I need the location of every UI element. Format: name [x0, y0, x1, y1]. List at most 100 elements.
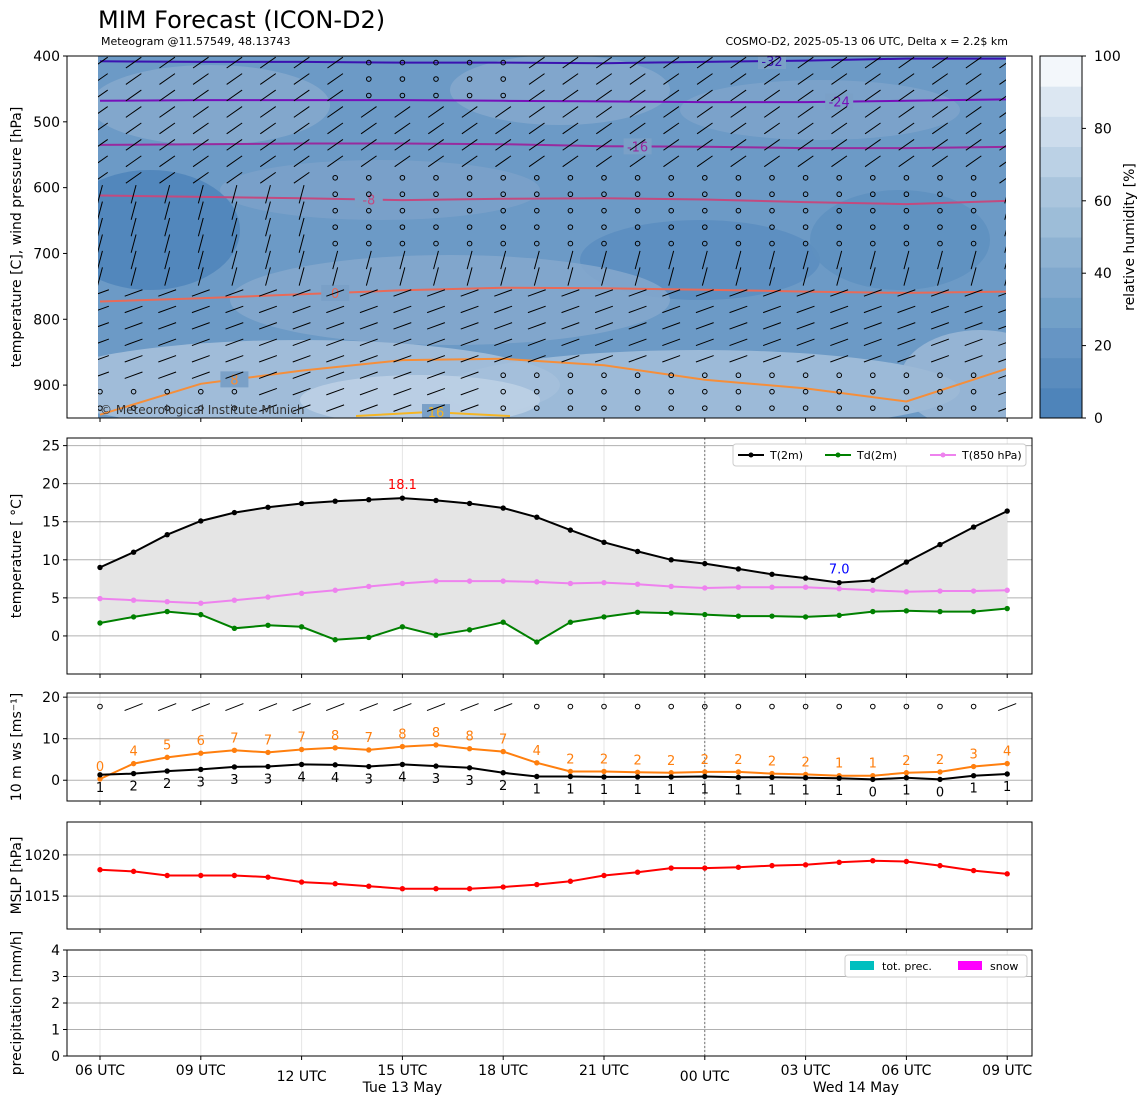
y-axis-label: temperature [C], wind pressure [hPa]	[9, 107, 25, 368]
y-tick-label: 1	[51, 1023, 60, 1039]
wind-barb	[897, 338, 916, 347]
wind-barb	[159, 73, 176, 85]
wind-barb	[527, 338, 546, 347]
wind-calm-marker	[836, 405, 843, 411]
t-2m--point	[265, 504, 271, 510]
wind-barb	[494, 289, 513, 297]
legend-swatch-marker	[835, 452, 841, 458]
wind-barb	[298, 217, 305, 237]
wind-barb	[903, 250, 910, 270]
wind-barb	[258, 338, 278, 347]
wind-barb	[192, 73, 209, 85]
location-subtitle: Meteogram @11.57549, 48.13743	[101, 35, 291, 48]
wind-barb	[365, 267, 372, 286]
wind-calm-marker	[937, 240, 943, 247]
wind-calm-marker	[433, 92, 439, 99]
wind-barb	[426, 404, 446, 412]
wind-barb	[898, 106, 915, 118]
wind-barb	[561, 289, 580, 297]
wind-barb	[259, 155, 277, 168]
humidity-contour	[450, 56, 670, 125]
wind-calm-marker	[769, 405, 775, 411]
wind-barb	[528, 155, 545, 168]
wind-barb	[830, 355, 849, 363]
x-tick-label: 18 UTC	[478, 1063, 528, 1079]
mslp-point	[1004, 871, 1010, 877]
t-2m--point	[802, 575, 809, 581]
wind-barb	[258, 371, 278, 379]
isotherm-line	[99, 286, 1006, 303]
mslp-point	[567, 878, 574, 884]
humidity-contour	[230, 255, 670, 345]
gust-value-label: 5	[163, 738, 171, 753]
wind-calm-marker	[601, 703, 607, 710]
x-tick-label: 00 UTC	[680, 1069, 730, 1085]
wind-barb	[197, 250, 204, 270]
colorbar-tick-label: 60	[1094, 194, 1112, 210]
wind-barb	[594, 289, 614, 297]
wind-calm-marker	[500, 207, 507, 214]
mean-wind-value-label: 1	[667, 783, 675, 798]
wind-barb	[831, 73, 848, 85]
t-2m--point	[634, 548, 641, 555]
wind-barb	[931, 155, 949, 168]
wind-barb	[125, 73, 142, 85]
wind-barb	[931, 89, 949, 102]
gust-point	[735, 769, 742, 775]
gust-value-label: 2	[734, 753, 742, 768]
wind-barb	[965, 155, 982, 168]
wind-barb	[897, 289, 916, 297]
legend-label: snow	[990, 960, 1018, 973]
wind-calm-marker	[836, 224, 843, 230]
wind-barb	[293, 155, 310, 168]
gust-value-label: 8	[331, 729, 339, 744]
wind-barb	[327, 122, 344, 135]
wind-barb	[293, 122, 310, 135]
y-tick-label: 500	[33, 115, 60, 131]
wind-barb	[999, 171, 1006, 184]
wind-barb	[258, 305, 278, 314]
wind-barb	[662, 355, 681, 363]
isotherm-label: 16	[428, 406, 445, 421]
wind-barb	[595, 73, 613, 85]
wind-barb	[999, 139, 1006, 151]
wind-calm-marker	[903, 207, 910, 214]
wind-barb	[226, 122, 243, 135]
panel-frame	[66, 692, 1033, 802]
wind-barb	[393, 322, 412, 330]
wind-barb	[528, 106, 545, 118]
wind-calm-marker	[567, 703, 574, 710]
x-tick-label: 06 UTC	[75, 1063, 125, 1079]
wind-barb	[231, 217, 238, 237]
wind-calm-marker	[937, 372, 943, 379]
wind-barb	[528, 89, 545, 102]
wind-barb	[197, 201, 204, 220]
td-2m--point	[534, 639, 540, 645]
wind-calm-marker	[668, 207, 675, 214]
t-2m--point	[198, 518, 204, 524]
wind-barb	[634, 267, 641, 286]
colorbar-tick-label: 40	[1094, 266, 1112, 282]
wind-calm-marker	[601, 191, 607, 198]
t-2m--point	[164, 531, 170, 538]
copyright-text: © Meteorological Institute Munich	[100, 403, 304, 417]
mean-wind-point	[1004, 771, 1010, 777]
wind-calm-marker	[466, 224, 473, 230]
wind-barb	[831, 122, 848, 135]
isotherm-label-bg	[825, 93, 854, 110]
wind-barb	[292, 305, 311, 314]
gust-point	[466, 745, 473, 752]
wind-barb	[864, 56, 881, 69]
wind-barb	[696, 155, 713, 168]
wind-barb	[298, 250, 305, 270]
wind-calm-marker	[970, 388, 977, 395]
wind-barb	[495, 139, 512, 151]
wind-calm-marker	[735, 224, 742, 230]
td-2m--point	[836, 612, 842, 619]
td-2m--point	[433, 632, 439, 638]
y-tick-label: 600	[33, 181, 60, 197]
wind-barb	[461, 122, 478, 135]
wind-calm-marker	[500, 405, 507, 411]
wind-calm-marker	[970, 405, 977, 411]
